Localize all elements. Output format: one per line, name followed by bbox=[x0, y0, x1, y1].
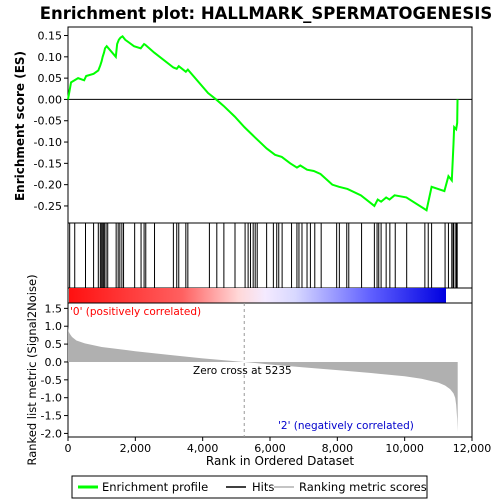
es-y-tick-label: -0.10 bbox=[34, 136, 62, 149]
es-y-tick-label: -0.05 bbox=[34, 115, 62, 128]
x-tick-label: 0 bbox=[65, 442, 72, 455]
es-y-tick-label: 0.10 bbox=[38, 51, 63, 64]
es-y-ticks: 0.15 0.10 0.05 0.00 -0.05 -0.10 -0.15 -0.20 -0.2… bbox=[34, 30, 68, 213]
legend-metric-label: Ranking metric scores bbox=[299, 480, 427, 494]
x-axis-label: Rank in Ordered Dataset bbox=[206, 454, 354, 468]
rank-color-bar bbox=[69, 288, 446, 303]
enrichment-profile-line bbox=[67, 35, 459, 212]
metric-y-tick-label: 0.5 bbox=[45, 338, 63, 351]
metric-y-tick-label: -1.5 bbox=[41, 410, 62, 423]
metric-y-tick-label: 1.5 bbox=[45, 302, 63, 315]
es-y-tick-label: -0.25 bbox=[34, 200, 62, 213]
x-tick-label: 10,000 bbox=[385, 442, 424, 455]
metric-y-tick-label: -1.0 bbox=[41, 392, 62, 405]
metric-panel: 1.5 1.0 0.5 0.0 -0.5 -1.0 -1.5 -2.0 0 2,000 4,000… bbox=[25, 274, 491, 468]
legend-profile-label: Enrichment profile bbox=[102, 480, 208, 494]
legend: Enrichment profile Hits Ranking metric s… bbox=[71, 475, 428, 499]
x-tick-label: 12,000 bbox=[453, 442, 492, 455]
chart-title: Enrichment plot: HALLMARK_SPERMATOGENESI… bbox=[40, 4, 493, 23]
es-y-tick-label: 0.00 bbox=[38, 93, 63, 106]
metric-y-axis-label: Ranked list metric (Signal2Noise) bbox=[25, 274, 39, 465]
metric-y-tick-label: 1.0 bbox=[45, 320, 63, 333]
metric-y-tick-label: -2.0 bbox=[41, 427, 62, 440]
hits-panel-frame bbox=[67, 222, 473, 289]
legend-hits-label: Hits bbox=[252, 480, 274, 494]
es-y-axis-label: Enrichment score (ES) bbox=[13, 51, 27, 201]
metric-x-ticks: 0 2,000 4,000 6,000 8,000 10,000 12,000 bbox=[65, 437, 492, 455]
enrichment-panel-frame bbox=[67, 26, 473, 224]
x-tick-label: 4,000 bbox=[187, 442, 219, 455]
es-y-tick-label: -0.15 bbox=[34, 157, 62, 170]
legend-frame bbox=[71, 475, 428, 499]
positive-correlation-label: '0' (positively correlated) bbox=[70, 306, 201, 318]
es-y-tick-label: 0.15 bbox=[38, 30, 63, 43]
x-tick-label: 2,000 bbox=[120, 442, 152, 455]
enrichment-panel: 0.15 0.10 0.05 0.00 -0.05 -0.10 -0.15 -0.20 -0.2… bbox=[13, 26, 473, 224]
metric-y-ticks: 1.5 1.0 0.5 0.0 -0.5 -1.0 -1.5 -2.0 bbox=[41, 302, 68, 440]
es-y-tick-label: -0.20 bbox=[34, 179, 62, 192]
es-y-tick-label: 0.05 bbox=[38, 72, 63, 85]
zero-cross-label: Zero cross at 5235 bbox=[193, 365, 292, 377]
negative-correlation-label: '2' (negatively correlated) bbox=[278, 420, 414, 432]
metric-y-tick-label: -0.5 bbox=[41, 374, 62, 387]
x-tick-label: 6,000 bbox=[254, 442, 286, 455]
hit-lines bbox=[69, 223, 458, 288]
hits-panel bbox=[67, 222, 473, 304]
metric-y-tick-label: 0.0 bbox=[45, 356, 63, 369]
x-tick-label: 8,000 bbox=[322, 442, 354, 455]
